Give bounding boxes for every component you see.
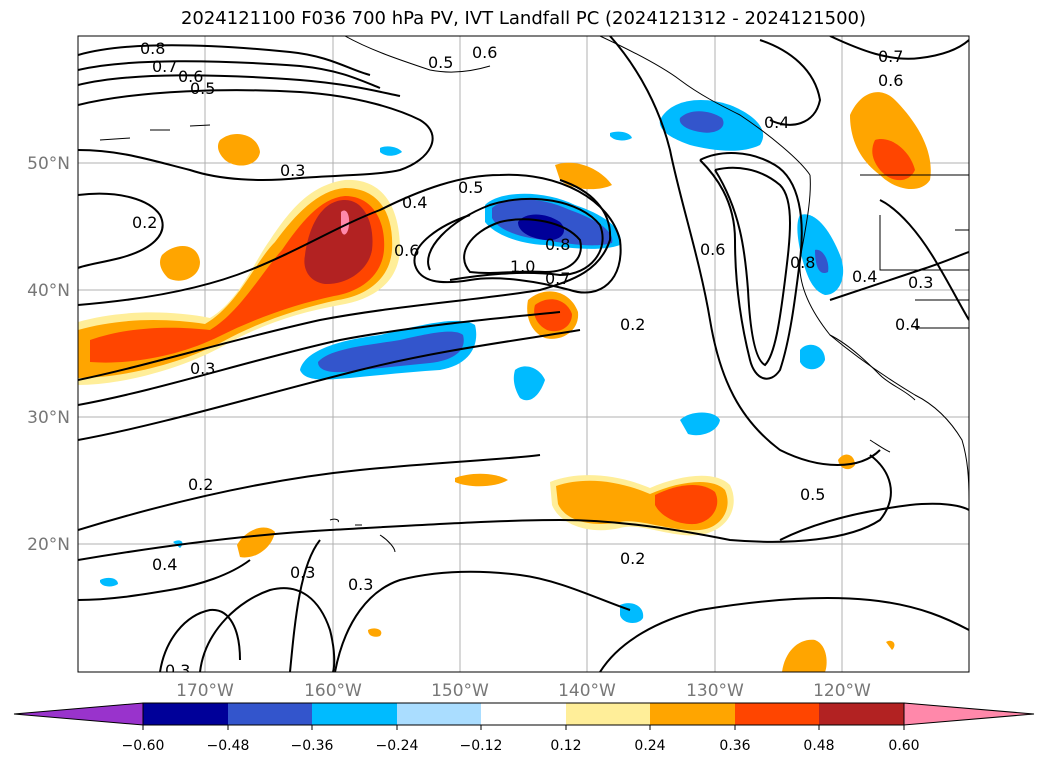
contour-label: 0.8 [140,39,165,58]
contour-label: 0.6 [878,71,903,90]
contour-label: 0.3 [348,575,373,594]
contour-label: 0.7 [152,57,177,76]
contour-label: 0.6 [472,43,497,62]
colorbar-tick: −0.12 [460,738,503,754]
colorbar-bin [566,703,650,725]
lon-label: 160°W [304,681,362,701]
contour-label: 0.6 [178,67,203,86]
colorbar-tick: 0.36 [719,738,750,754]
lon-label: 120°W [813,681,871,701]
contour-label: 0.4 [764,113,789,132]
lon-label: 150°W [431,681,489,701]
latitude-labels: 50°N 40°N 30°N 20°N [27,154,70,555]
longitude-labels: 170°W 160°W 150°W 140°W 130°W 120°W [176,681,871,701]
colorbar-tick: −0.48 [207,738,250,754]
colorbar-bin [735,703,819,725]
contour-label: 0.2 [620,549,645,568]
contour-label: 0.4 [852,267,877,286]
contour-label: 0.3 [280,161,305,180]
contour-lines [78,36,969,672]
colorbar-tick: −0.24 [376,738,419,754]
contour-label: 0.8 [790,253,815,272]
colorbar-tick: 0.60 [888,738,919,754]
colorbar-tick: −0.60 [122,738,165,754]
colorbar-tick: 0.12 [550,738,581,754]
colorbar-bin [312,703,397,725]
contour-label: 0.2 [620,315,645,334]
colorbar-tick: 0.48 [803,738,834,754]
colorbar-bin [819,703,904,725]
colorbar-extend-low [13,702,144,726]
colorbar-tick: −0.36 [291,738,334,754]
contour-label: 0.8 [545,235,570,254]
colorbar: −0.60 −0.48 −0.36 −0.24 −0.12 0.12 0.24 … [13,702,1035,754]
contour-label: 0.4 [152,555,177,574]
contour-label: 0.6 [394,241,419,260]
contour-label: 0.2 [188,475,213,494]
contour-label: 0.2 [132,213,157,232]
contour-label: 0.3 [908,273,933,292]
shading-positive [78,92,931,672]
colorbar-bin [650,703,735,725]
colorbar-bin [481,703,566,725]
map-panel: 0.8 0.7 0.6 0.5 0.6 0.5 0.7 0.6 0.4 0.3 … [78,36,969,680]
colorbar-bin [397,703,481,725]
contour-label: 0.3 [165,661,190,680]
contour-label: 0.3 [290,563,315,582]
contour-label: 0.5 [458,178,483,197]
lon-label: 140°W [558,681,616,701]
contour-label: 0.4 [402,193,427,212]
contour-label: 0.7 [878,47,903,66]
contour-label: 0.5 [800,485,825,504]
lat-label: 30°N [27,408,70,428]
contour-label: 0.5 [428,53,453,72]
map-frame [77,35,970,673]
lat-label: 50°N [27,154,70,174]
lat-label: 20°N [27,535,70,555]
map-title: 2024121100 F036 700 hPa PV, IVT Landfall… [180,8,867,29]
colorbar-tick: 0.24 [634,738,665,754]
contour-label: 0.7 [545,269,570,288]
contour-label: 0.4 [895,315,920,334]
lon-label: 170°W [176,681,234,701]
colorbar-bin [228,703,312,725]
contour-label: 1.0 [510,257,535,276]
colorbar-bin [143,703,228,725]
lon-label: 130°W [686,681,744,701]
contour-label: 0.5 [190,79,215,98]
lat-label: 40°N [27,281,70,301]
contour-label: 0.6 [700,240,725,259]
colorbar-extend-high [903,702,1035,726]
contour-label: 0.3 [190,359,215,378]
contour-labels: 0.8 0.7 0.6 0.5 0.6 0.5 0.7 0.6 0.4 0.3 … [132,39,933,680]
